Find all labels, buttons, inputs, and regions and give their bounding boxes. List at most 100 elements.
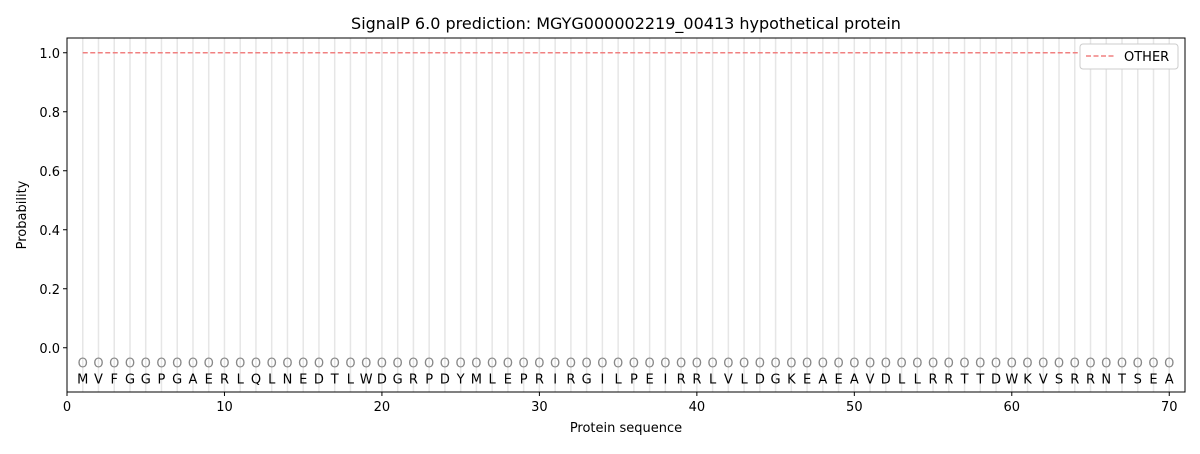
residue-label: D [991, 372, 1001, 387]
residue-label: L [268, 372, 276, 387]
residue-label: T [330, 372, 339, 387]
x-tick-label: 60 [1004, 400, 1021, 415]
residue-label: L [709, 372, 717, 387]
region-label: O [282, 357, 292, 372]
residue-label: Q [251, 372, 261, 387]
y-axis-label: Probability [15, 180, 30, 249]
region-label: O [361, 357, 371, 372]
region-label: O [456, 357, 466, 372]
residue-label: D [881, 372, 891, 387]
residue-label: E [803, 372, 811, 387]
region-label: O [566, 357, 576, 372]
region-label: O [928, 357, 938, 372]
region-label: O [818, 357, 828, 372]
region-label: O [770, 357, 780, 372]
region-label: O [660, 357, 670, 372]
region-label: O [944, 357, 954, 372]
x-tick-label: 0 [63, 400, 71, 415]
region-label: O [755, 357, 765, 372]
residue-label: A [1165, 372, 1174, 387]
residue-label: R [929, 372, 938, 387]
residue-label: Y [456, 372, 465, 387]
residue-label: L [914, 372, 922, 387]
residue-label: E [646, 372, 654, 387]
residue-label: K [1023, 372, 1032, 387]
residue-label: L [347, 372, 355, 387]
region-label: O [393, 357, 403, 372]
residue-label: V [94, 372, 103, 387]
residue-label: D [755, 372, 765, 387]
region-label: O [141, 357, 151, 372]
region-label: O [93, 357, 103, 372]
region-label: O [377, 357, 387, 372]
residue-label: E [1149, 372, 1157, 387]
residue-label: P [158, 372, 166, 387]
region-label: O [267, 357, 277, 372]
residue-label: D [314, 372, 324, 387]
residue-label: E [205, 372, 213, 387]
region-label: O [707, 357, 717, 372]
residue-label: E [299, 372, 307, 387]
region-label: O [1133, 357, 1143, 372]
region-label: O [298, 357, 308, 372]
region-label: O [1101, 357, 1111, 372]
residue-label: P [520, 372, 528, 387]
residue-label: R [1086, 372, 1095, 387]
region-label: O [519, 357, 529, 372]
residue-label: R [409, 372, 418, 387]
region-label: O [109, 357, 119, 372]
region-label: O [550, 357, 560, 372]
region-label: O [424, 357, 434, 372]
region-label: O [534, 357, 544, 372]
region-label: O [156, 357, 166, 372]
residue-label: E [504, 372, 512, 387]
residue-label: S [1134, 372, 1142, 387]
region-label: O [582, 357, 592, 372]
residue-label: G [771, 372, 781, 387]
residue-label: A [818, 372, 827, 387]
region-label: O [219, 357, 229, 372]
residue-label: T [960, 372, 969, 387]
region-label: O [314, 357, 324, 372]
residue-label: L [615, 372, 623, 387]
residue-label: D [440, 372, 450, 387]
region-label: O [676, 357, 686, 372]
residue-label: V [1039, 372, 1048, 387]
region-label: O [503, 357, 513, 372]
region-label: O [1148, 357, 1158, 372]
region-label: O [645, 357, 655, 372]
region-label: O [408, 357, 418, 372]
region-label: O [991, 357, 1001, 372]
residue-label: A [189, 372, 198, 387]
legend: OTHER [1079, 43, 1179, 70]
region-label: O [802, 357, 812, 372]
region-label: O [251, 357, 261, 372]
residue-label: N [1101, 372, 1111, 387]
region-label: O [172, 357, 182, 372]
x-tick-label: 10 [216, 400, 233, 415]
y-tick-label: 0.8 [39, 106, 60, 121]
y-tick-label: 1.0 [39, 47, 60, 62]
region-label: O [440, 357, 450, 372]
region-label: O [1007, 357, 1017, 372]
residue-label: K [787, 372, 796, 387]
region-label: O [597, 357, 607, 372]
residue-label: I [663, 372, 667, 387]
legend-label-other: OTHER [1124, 50, 1169, 65]
region-label: O [786, 357, 796, 372]
residue-label: L [740, 372, 748, 387]
region-label: O [188, 357, 198, 372]
residue-label: R [1070, 372, 1079, 387]
region-label: O [881, 357, 891, 372]
region-label: O [849, 357, 859, 372]
y-tick-label: 0.2 [39, 283, 60, 298]
residue-label: T [1117, 372, 1126, 387]
legend-box [1079, 43, 1179, 70]
y-tick-label: 0.4 [39, 224, 60, 239]
x-tick-label: 70 [1161, 400, 1178, 415]
residue-label: G [125, 372, 135, 387]
region-label: O [78, 357, 88, 372]
residue-label: D [377, 372, 387, 387]
